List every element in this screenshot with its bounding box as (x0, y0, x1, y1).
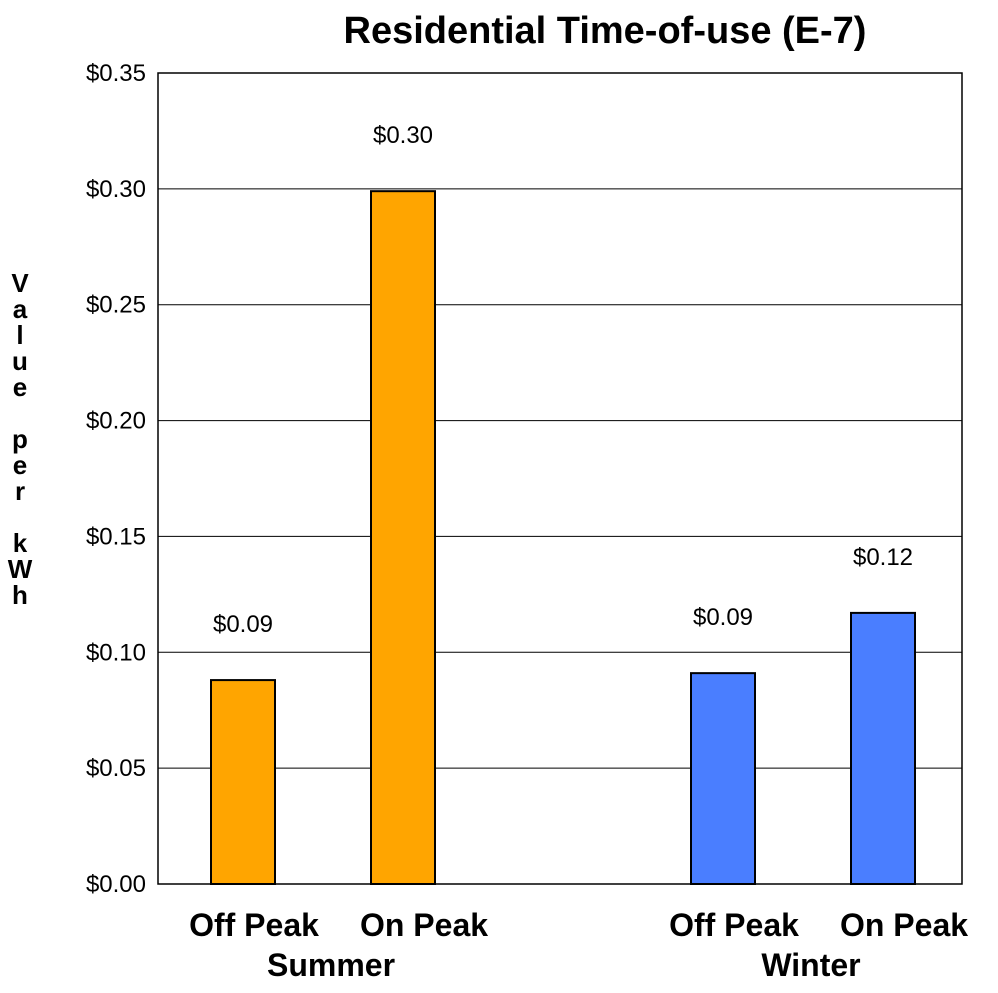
data-label: $0.09 (213, 611, 273, 638)
x-category-label: Off Peak (669, 907, 799, 943)
y-axis-label-char: r (15, 476, 25, 506)
x-axis-categories: Off Peak On Peak Off Peak On Peak (189, 907, 968, 943)
gridlines (158, 188, 962, 769)
y-tick-label: $0.10 (86, 639, 146, 666)
data-label: $0.30 (373, 122, 433, 149)
x-group-label: Winter (761, 947, 860, 983)
y-axis-label-char: u (12, 346, 28, 376)
bar-winter-off-peak (690, 672, 756, 886)
y-axis-label-char: h (12, 580, 28, 610)
chart-title: Residential Time-of-use (E-7) (344, 10, 867, 52)
data-labels: $0.09 $0.30 $0.09 $0.12 (213, 122, 913, 638)
y-axis-label-char: e (13, 372, 27, 402)
y-tick-label: $0.20 (86, 408, 146, 435)
plot-frame (157, 72, 963, 885)
y-tick-label: $0.30 (86, 176, 146, 203)
y-axis-label-char: l (16, 320, 23, 350)
y-tick-label: $0.25 (86, 292, 146, 319)
bar-winter-on-peak (850, 611, 916, 885)
y-axis-label-char: V (11, 268, 29, 298)
y-axis-ticks: $0.00 $0.05 $0.10 $0.15 $0.20 $0.25 $0.30 $0.35 (86, 60, 146, 898)
x-group-label: Summer (267, 947, 395, 983)
y-axis-label-char: e (13, 450, 27, 480)
y-tick-label: $0.15 (86, 523, 146, 550)
y-tick-label: $0.00 (86, 871, 146, 898)
data-label: $0.12 (853, 544, 913, 571)
bar-summer-off-peak (210, 679, 276, 885)
y-axis-label-char: k (13, 528, 28, 558)
data-label: $0.09 (693, 604, 753, 631)
x-category-label: Off Peak (189, 907, 319, 943)
bars (210, 190, 916, 886)
bar-summer-on-peak (370, 190, 436, 886)
y-axis-label-char: p (12, 424, 28, 454)
y-tick-label: $0.35 (86, 60, 146, 87)
x-category-label: On Peak (840, 907, 968, 943)
x-axis-groups: Summer Winter (267, 947, 861, 983)
y-tick-label: $0.05 (86, 755, 146, 782)
y-axis-label-char: a (13, 294, 28, 324)
y-axis-label-char: W (8, 554, 33, 584)
x-category-label: On Peak (360, 907, 488, 943)
